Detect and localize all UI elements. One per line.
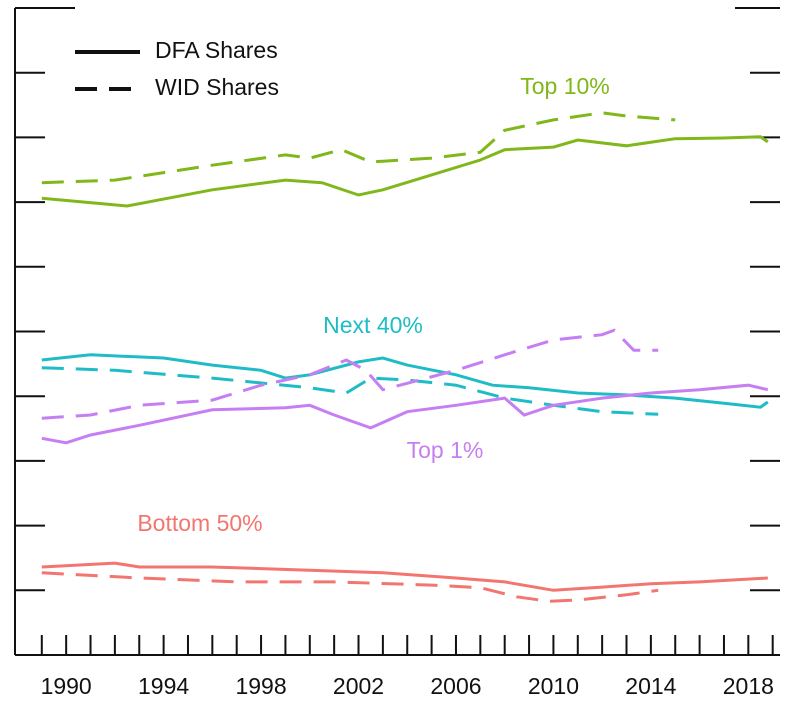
x-tick-label: 2002 (333, 673, 384, 699)
series-line (41, 366, 659, 416)
series-label: Bottom 50% (137, 510, 262, 536)
series-line (41, 328, 659, 420)
series-line (41, 561, 768, 592)
x-tick-label: 2010 (528, 673, 579, 699)
series-line (41, 111, 676, 185)
series-line (41, 383, 769, 445)
legend-label: WID Shares (155, 74, 279, 100)
series-label: Top 1% (407, 437, 484, 463)
series-line (41, 135, 769, 208)
x-tick-label: 2006 (430, 673, 481, 699)
series-label: Top 10% (520, 73, 610, 99)
series-line (41, 571, 659, 603)
x-tick-label: 1990 (41, 673, 92, 699)
legend-label: DFA Shares (155, 37, 278, 63)
series-label: Next 40% (323, 312, 423, 338)
x-tick-label: 2018 (723, 673, 774, 699)
x-tick-label: 1994 (138, 673, 189, 699)
x-tick-label: 2014 (625, 673, 676, 699)
series-line (41, 353, 769, 409)
x-tick-label: 1998 (235, 673, 286, 699)
